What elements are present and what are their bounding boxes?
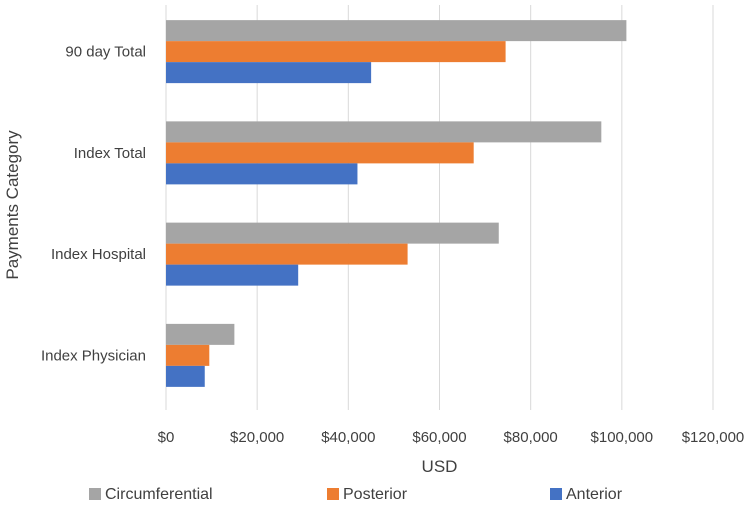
y-tick-label: Index Physician [41,347,146,364]
x-tick-label: $40,000 [321,429,375,446]
bar-circumferential-index-physician [166,323,235,345]
bar-posterior-90-day-total [166,41,506,63]
bar-posterior-index-hospital [166,243,408,265]
legend-swatch-anterior [550,488,562,500]
bar-posterior-index-total [166,142,474,164]
bar-circumferential-index-hospital [166,222,499,244]
x-axis-title: USD [422,457,458,476]
y-axis-ticks: 90 day Total Index Total Index Hospital Ind… [41,44,146,365]
x-tick-label: $20,000 [230,429,284,446]
x-tick-label: $100,000 [591,429,654,446]
y-axis-title: Payments Category [3,130,22,280]
legend-swatch-circumferential [89,488,101,500]
legend-label-posterior: Posterior [343,486,408,503]
x-tick-label: $60,000 [412,429,466,446]
bar-anterior-index-total [166,163,358,185]
bar-circumferential-90-day-total [166,20,627,42]
bar-anterior-index-hospital [166,264,299,286]
legend-label-anterior: Anterior [566,486,623,503]
legend-label-circumferential: Circumferential [105,486,213,503]
legend: Circumferential Posterior Anterior [89,486,623,503]
bar-anterior-90-day-total [166,62,372,84]
x-tick-label: $80,000 [504,429,558,446]
y-tick-label: Index Total [74,145,146,162]
y-tick-label: Index Hospital [51,246,146,263]
bar-posterior-index-physician [166,344,210,366]
legend-swatch-posterior [327,488,339,500]
x-axis-ticks: $0 $20,000 $40,000 $60,000 $80,000 $100,000 $1… [158,429,745,446]
x-tick-label: $120,000 [682,429,745,446]
bar-circumferential-index-total [166,121,602,143]
y-tick-label: 90 day Total [65,44,146,61]
x-tick-label: $0 [158,429,175,446]
bars [166,20,627,387]
bar-anterior-index-physician [166,365,205,387]
